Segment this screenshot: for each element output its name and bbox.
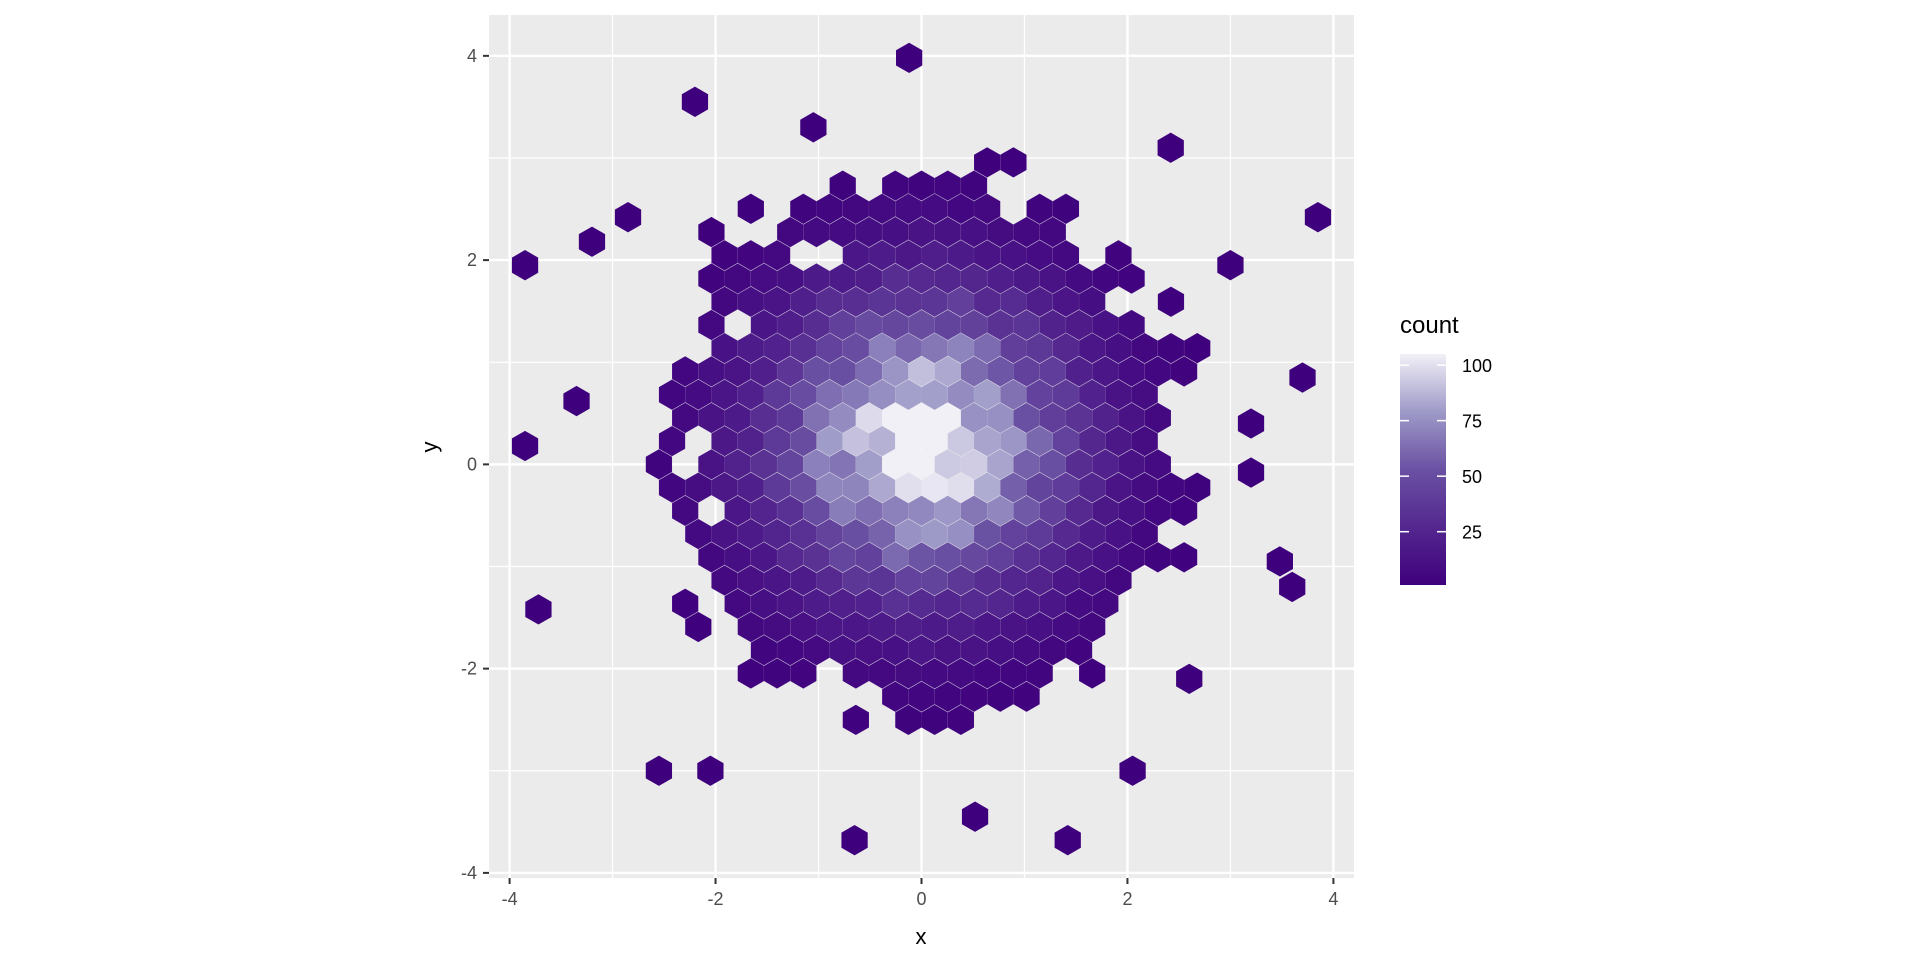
hexbin-cell <box>1105 239 1132 271</box>
x-tick-label: 2 <box>1122 889 1132 909</box>
hexbin-cell <box>578 226 606 257</box>
hexbin-cell <box>1183 472 1211 504</box>
hexbin-cell <box>763 239 791 271</box>
hexbin-cell <box>829 170 857 202</box>
hexbin-cell <box>1157 286 1185 318</box>
hexbin-cell <box>511 430 539 462</box>
hexbin-cell <box>961 801 989 832</box>
hexbin-cell <box>1279 571 1306 603</box>
hexbin-cell <box>1131 425 1159 457</box>
hexbin-cell <box>1105 565 1132 596</box>
legend-ticks: 25 50 75 100 <box>1400 356 1492 543</box>
hexbin-cell <box>1170 541 1198 573</box>
hexbin-cell <box>697 755 724 786</box>
x-tick-label: 4 <box>1328 889 1338 909</box>
hexbin-cell <box>737 193 765 225</box>
y-tick-label: -2 <box>461 659 477 679</box>
hexbin-cell <box>800 112 827 143</box>
hexbin-cell <box>1289 362 1316 393</box>
hexbin-cell <box>681 86 709 117</box>
y-tick-label: 0 <box>467 454 477 474</box>
legend-colorbar <box>1400 354 1446 585</box>
x-axis-title: x <box>916 924 927 949</box>
legend-label: 100 <box>1462 356 1492 376</box>
hexbin-cell <box>1131 379 1159 411</box>
hexbin-cell <box>1078 611 1106 643</box>
hexbin-cell <box>1157 132 1184 163</box>
hexbin-cell <box>614 202 642 233</box>
hexbin-cell <box>1078 286 1106 318</box>
legend: count 25 50 75 100 <box>1400 312 1492 585</box>
hexbin-cell <box>1217 250 1244 281</box>
legend-title: count <box>1400 312 1459 339</box>
hexbin-cell <box>1118 263 1145 294</box>
hexbin-cell <box>1039 216 1067 248</box>
hexbin-cell <box>1026 657 1054 689</box>
hexbin-cell <box>511 250 539 281</box>
y-tick-label: 2 <box>467 250 477 270</box>
hexbin-cell <box>1119 755 1146 786</box>
hexbin-cell <box>1131 518 1159 550</box>
hexbin-cell <box>896 42 923 74</box>
hexbin-cell <box>1052 193 1080 225</box>
hexbin-cell <box>1304 202 1332 233</box>
hexbin-cell <box>789 657 817 689</box>
hexbin-cell <box>658 425 686 457</box>
axis-ticks <box>483 54 1335 884</box>
hexbin-cell <box>1237 408 1265 439</box>
hexbin-cell <box>698 309 725 341</box>
hexbin-cell <box>1170 495 1198 527</box>
x-tick-label: 0 <box>916 889 926 909</box>
legend-label: 50 <box>1462 467 1482 487</box>
hexbin-cell <box>1176 663 1203 695</box>
hexbin-cell <box>1144 402 1172 434</box>
hexbin-cell <box>1091 588 1119 620</box>
legend-label: 75 <box>1462 412 1482 432</box>
hexbin-cell <box>525 594 552 625</box>
y-tick-label: -4 <box>461 863 477 883</box>
hexbin-cell <box>1266 546 1293 577</box>
hexbin-cell <box>1118 309 1145 341</box>
hexbin-cell <box>698 216 725 248</box>
y-axis-tick-labels: -4 -2 0 2 4 <box>461 46 477 883</box>
hexbin-cell <box>645 755 673 786</box>
hexbin-cell <box>1170 356 1198 387</box>
hexbin-cell <box>1052 239 1080 271</box>
x-tick-label: -4 <box>502 889 518 909</box>
y-axis-title: y <box>417 442 442 453</box>
hexbin-cell <box>1078 657 1106 689</box>
hexbin-cell <box>1237 457 1265 488</box>
hexbin-cell <box>1065 634 1093 666</box>
x-axis-tick-labels: -4 -2 0 2 4 <box>502 889 1339 909</box>
hexbin-cell <box>1144 448 1172 480</box>
hexbin-cell <box>563 385 590 417</box>
hexbin-cell <box>973 193 1001 225</box>
hexbin-cell <box>1000 146 1027 178</box>
x-tick-label: -2 <box>708 889 724 909</box>
hexbin-cell <box>1054 825 1081 856</box>
hexbin-cell <box>671 588 699 620</box>
legend-label: 25 <box>1462 523 1482 543</box>
hexbin-cell <box>684 611 712 643</box>
hexbin-cell <box>645 448 673 480</box>
hexbin-cell <box>1013 681 1040 713</box>
hexbin-cell <box>842 704 870 736</box>
hexbin-cell <box>841 825 868 856</box>
hexbin-cell <box>960 170 988 202</box>
hexbin-cell <box>671 495 699 527</box>
y-tick-label: 4 <box>467 46 477 66</box>
hexbin-cell <box>947 704 975 736</box>
hexbin-cell <box>1183 332 1211 364</box>
hexagon-layer <box>511 42 1332 856</box>
